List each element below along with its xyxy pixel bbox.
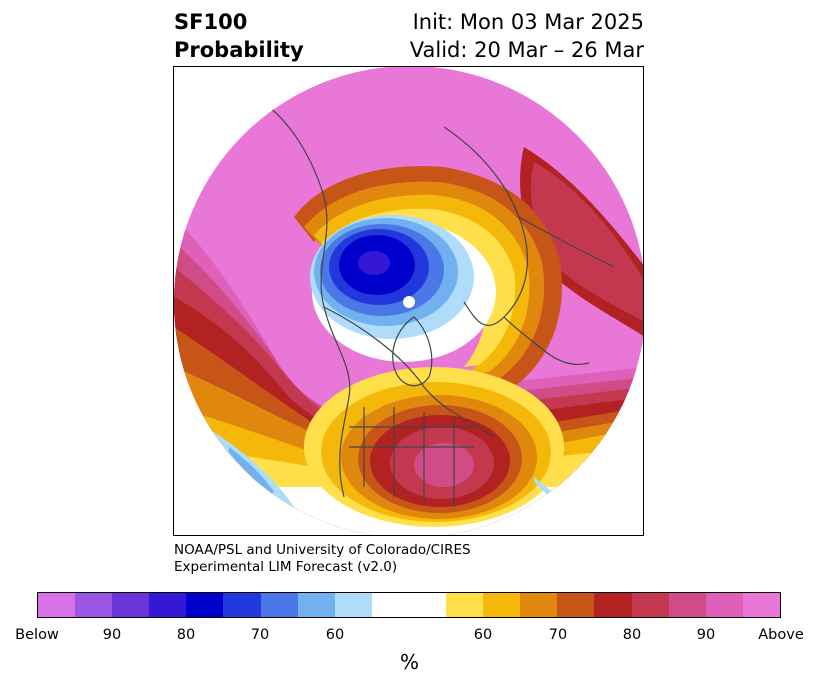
coastlines (268, 106, 615, 507)
colorbar-segment-14 (557, 593, 595, 617)
colorbar-tick-label: Above (758, 627, 804, 643)
colorbar-segment-0 (38, 593, 76, 617)
init-date: Init: Mon 03 Mar 2025 (412, 10, 644, 34)
chart-title-right: Init: Mon 03 Mar 2025 Valid: 20 Mar – 26… (410, 8, 644, 64)
colorbar-segment-17 (668, 593, 706, 617)
colorbar-segment-13 (520, 593, 558, 617)
credit-text: NOAA/PSL and University of Colorado/CIRE… (174, 542, 471, 576)
fill-above-85-na (414, 443, 474, 487)
colorbar-segment-11 (446, 593, 484, 617)
colorbar-segment-18 (705, 593, 743, 617)
valid-range: Valid: 20 Mar – 26 Mar (409, 38, 644, 62)
colorbar-segment-1 (75, 593, 113, 617)
colorbar-segment-5 (223, 593, 261, 617)
title-variable: SF100 (174, 10, 248, 34)
coast-europe (503, 316, 590, 365)
colorbar-ticks: Below 90 80 70 60 60 70 80 90 Above (0, 627, 819, 647)
colorbar-segment-16 (631, 593, 669, 617)
map-canvas (174, 67, 643, 535)
credit-line-2: Experimental LIM Forecast (v2.0) (174, 559, 398, 575)
colorbar-segment-2 (112, 593, 150, 617)
fill-below-60-sw (229, 447, 274, 495)
colorbar-segment-15 (594, 593, 632, 617)
coast-us-states (349, 407, 474, 507)
colorbar-tick-label: 90 (102, 627, 122, 643)
chart-title-left: SF100 Probability (174, 8, 304, 64)
colorbar-tick-label: 80 (176, 627, 196, 643)
colorbar-segment-6 (260, 593, 298, 617)
colorbar-tick-label: Below (15, 627, 59, 643)
colorbar (37, 592, 781, 618)
colorbar-segment-8 (334, 593, 372, 617)
coast-greenland (392, 316, 433, 387)
colorbar-segment-10 (408, 593, 447, 617)
pole-hole (403, 296, 415, 308)
credit-line-1: NOAA/PSL and University of Colorado/CIRE… (174, 542, 471, 558)
colorbar-segment-9 (371, 593, 409, 617)
colorbar-tick-label: 70 (250, 627, 270, 643)
title-quantity: Probability (174, 38, 304, 62)
colorbar-tick-label: 80 (622, 627, 642, 643)
coast-north-america (268, 106, 495, 498)
colorbar-tick-label: 60 (473, 627, 493, 643)
colorbar-segment-19 (742, 593, 780, 617)
colorbar-tick-label: 90 (696, 627, 716, 643)
fill-above-80-eurasia (530, 162, 643, 322)
colorbar-unit: % (399, 650, 419, 674)
colorbar-segment-4 (186, 593, 224, 617)
colorbar-segment-3 (149, 593, 187, 617)
probability-map (173, 66, 644, 536)
coast-eurasia (443, 126, 615, 326)
colorbar-tick-label: 70 (548, 627, 568, 643)
fill-below-80 (358, 251, 390, 275)
colorbar-segment-7 (297, 593, 335, 617)
colorbar-tick-label: 60 (325, 627, 345, 643)
colorbar-segment-12 (483, 593, 521, 617)
